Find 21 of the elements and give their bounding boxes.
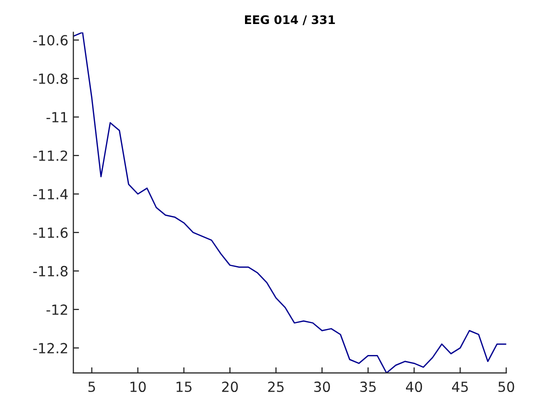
y-tick-label: -11.2	[33, 150, 68, 161]
x-tick-label: 20	[222, 382, 238, 392]
y-tick-label: -10.8	[33, 73, 68, 84]
y-tick-label: -10.6	[33, 35, 68, 46]
x-tick-label: 15	[176, 382, 192, 392]
x-tick-label: 45	[452, 382, 468, 392]
line-series	[73, 32, 506, 373]
y-tick-label: -11.4	[33, 189, 68, 200]
chart-title: EEG 014 / 331	[245, 15, 335, 26]
x-tick-label: 5	[88, 382, 95, 392]
x-tick-label: 50	[498, 382, 514, 392]
y-tick-label: -11.8	[33, 266, 68, 276]
x-tick-label: 35	[360, 382, 376, 392]
y-tick-label: -11.6	[33, 227, 68, 238]
x-tick-label: 25	[268, 382, 284, 392]
y-tick-label: -12.2	[33, 342, 68, 354]
x-tick-label: 40	[406, 382, 422, 392]
x-tick-label: 30	[314, 382, 330, 392]
x-tick-label: 10	[130, 382, 146, 392]
y-tick-label: -11	[46, 112, 68, 122]
y-tick-label: -12	[46, 304, 68, 315]
